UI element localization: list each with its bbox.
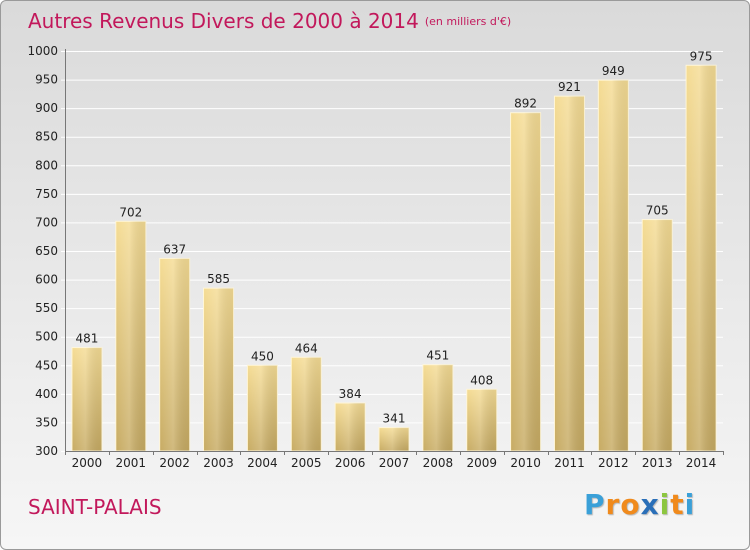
y-tick-label: 950 (35, 73, 58, 87)
y-tick-label: 750 (35, 187, 58, 201)
x-tick-label: 2000 (72, 456, 103, 470)
x-tick-label: 2012 (598, 456, 629, 470)
logo-letter: i (659, 488, 671, 521)
x-tick-label: 2011 (554, 456, 585, 470)
y-tick-label: 450 (35, 358, 58, 372)
bar-sheen (379, 427, 409, 451)
logo-letter: r (605, 488, 621, 521)
data-label: 408 (470, 373, 493, 387)
x-tick-label: 2010 (510, 456, 541, 470)
y-tick-label: 1000 (27, 44, 58, 58)
data-label: 481 (75, 332, 98, 346)
bar-sheen (115, 221, 146, 451)
proxiti-logo: Proxiti (584, 488, 695, 521)
bar-sheen (642, 219, 673, 451)
x-tick-label: 2002 (159, 456, 190, 470)
y-tick-label: 550 (35, 301, 58, 315)
y-tick-label: 400 (35, 387, 58, 401)
chart-title-text: Autres Revenus Divers de 2000 à 2014 (28, 9, 419, 33)
chart-title: Autres Revenus Divers de 2000 à 2014 (en … (28, 9, 511, 33)
y-tick-label: 600 (35, 273, 58, 287)
y-tick-label: 300 (35, 444, 58, 458)
data-label: 384 (339, 387, 362, 401)
x-tick-label: 2008 (423, 456, 454, 470)
place-name: SAINT-PALAIS (28, 495, 162, 519)
x-tick-label: 2013 (642, 456, 673, 470)
axes: 300 350 400 450 500 550 600 650 700 750 800 850 900 9… (27, 44, 724, 470)
logo-letter: o (620, 488, 641, 521)
bar-sheen (554, 96, 585, 452)
data-label: 702 (119, 205, 142, 219)
y-tick-label: 850 (35, 130, 58, 144)
bar-sheen (71, 347, 102, 451)
data-label: 892 (514, 97, 537, 111)
logo-letter: i (684, 488, 696, 521)
bar-sheen (422, 364, 453, 451)
x-tick-label: 2009 (466, 456, 497, 470)
bars (71, 64, 717, 452)
bar-sheen (510, 112, 541, 451)
data-label: 949 (602, 64, 625, 78)
bar-sheen (686, 65, 717, 452)
bar-sheen (335, 403, 366, 451)
x-tick-label: 2004 (247, 456, 278, 470)
y-tick-label: 900 (35, 101, 58, 115)
bar-sheen (203, 288, 234, 451)
x-tick-label: 2006 (335, 456, 366, 470)
logo-letter: t (670, 488, 685, 521)
data-label: 341 (383, 412, 406, 426)
data-label: 451 (426, 349, 449, 363)
x-tick-label: 2007 (379, 456, 410, 470)
data-label: 705 (646, 204, 669, 218)
bar-sheen (247, 365, 278, 451)
data-label: 637 (163, 242, 186, 256)
logo-letter: P (584, 488, 606, 521)
bar-sheen (159, 258, 190, 451)
x-tick-label: 2003 (203, 456, 234, 470)
bar-sheen (598, 80, 629, 452)
y-tick-label: 650 (35, 244, 58, 258)
x-tick-label: 2001 (116, 456, 147, 470)
y-tick-label: 500 (35, 330, 58, 344)
y-tick-label: 700 (35, 215, 58, 229)
logo-letter: x (640, 488, 660, 521)
chart-unit: (en milliers d'€) (424, 15, 512, 28)
y-tick-label: 800 (35, 158, 58, 172)
data-label: 450 (251, 349, 274, 363)
data-label: 975 (690, 49, 713, 63)
data-label: 585 (207, 272, 230, 286)
bar-sheen (466, 389, 497, 451)
data-label: 464 (295, 341, 318, 355)
y-tick-label: 350 (35, 415, 58, 429)
x-tick-label: 2014 (686, 456, 717, 470)
bar-sheen (291, 357, 322, 451)
x-tick-label: 2005 (291, 456, 322, 470)
data-label: 921 (558, 80, 581, 94)
